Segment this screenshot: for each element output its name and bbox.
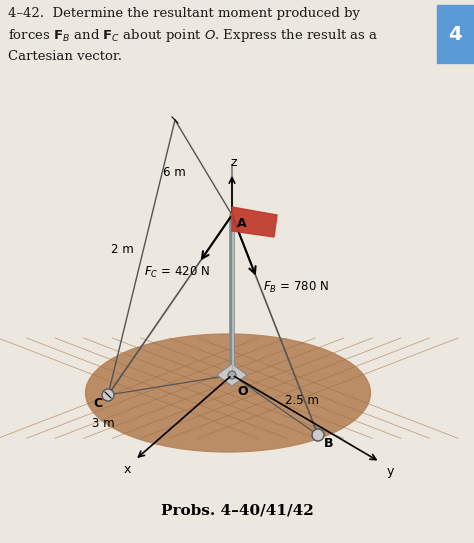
Text: 4–42.  Determine the resultant moment produced by
forces $\mathbf{F}_B$ and $\ma: 4–42. Determine the resultant moment pro… [8, 7, 378, 63]
Circle shape [102, 389, 114, 401]
Text: O: O [237, 385, 247, 398]
Text: 6 m: 6 m [163, 166, 185, 179]
Polygon shape [232, 207, 277, 237]
Text: 4: 4 [448, 24, 462, 43]
Text: z: z [231, 156, 237, 169]
Text: B: B [324, 437, 334, 450]
Polygon shape [217, 364, 247, 386]
Circle shape [228, 371, 236, 379]
Ellipse shape [85, 334, 371, 452]
Text: x: x [123, 463, 131, 476]
Text: A: A [237, 217, 246, 230]
Text: 2.5 m: 2.5 m [285, 394, 319, 407]
Polygon shape [0, 0, 474, 90]
Text: $F_C$ = 420 N: $F_C$ = 420 N [144, 265, 210, 280]
Text: 3 m: 3 m [91, 417, 114, 430]
Circle shape [312, 429, 324, 441]
Bar [437, 5, 474, 63]
Text: $F_B$ = 780 N: $F_B$ = 780 N [263, 280, 328, 295]
Text: y: y [386, 465, 394, 478]
Text: 2 m: 2 m [111, 243, 134, 256]
Text: Probs. 4–40/41/42: Probs. 4–40/41/42 [161, 503, 313, 517]
Text: C: C [94, 397, 103, 410]
